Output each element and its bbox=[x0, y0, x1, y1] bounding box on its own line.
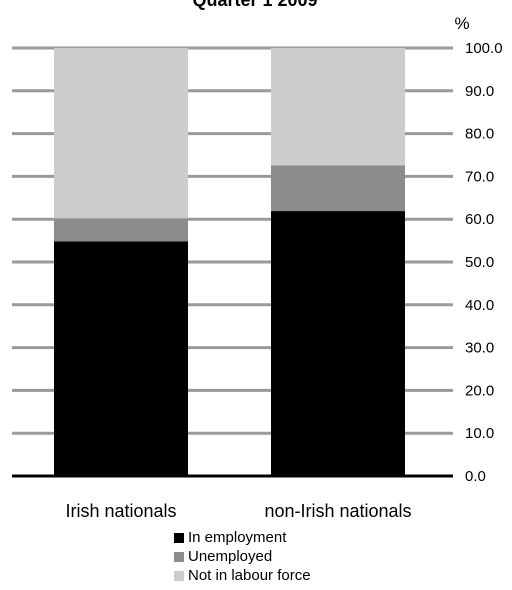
y-tick-label: 20.0 bbox=[465, 382, 494, 399]
legend-item: In employment bbox=[174, 528, 311, 547]
y-axis-unit-label: % bbox=[454, 14, 469, 33]
x-category-label: non-Irish nationals bbox=[264, 501, 411, 521]
y-tick-label: 70.0 bbox=[465, 168, 494, 185]
y-tick-label: 10.0 bbox=[465, 425, 494, 442]
x-category-label: Irish nationals bbox=[65, 501, 176, 521]
legend-item: Not in labour force bbox=[174, 566, 311, 585]
bar-segment-in-employment-1 bbox=[54, 241, 188, 476]
y-tick-label: 50.0 bbox=[465, 254, 494, 271]
y-tick-label: 80.0 bbox=[465, 126, 494, 143]
y-tick-label: 40.0 bbox=[465, 297, 494, 314]
bars bbox=[54, 48, 405, 476]
y-tick-label: 90.0 bbox=[465, 83, 494, 100]
chart-title: Quarter 1 2009 bbox=[192, 0, 317, 10]
y-axis-ticks: 0.0 10.0 20.0 30.0 40.0 50.0 60.0 70.0 80.0 90.0 1… bbox=[465, 40, 503, 485]
bar-segment-not-in-labour-force-1 bbox=[54, 48, 188, 219]
legend-label: Unemployed bbox=[188, 548, 273, 565]
y-tick-label: 30.0 bbox=[465, 340, 494, 357]
y-tick-label: 0.0 bbox=[465, 468, 486, 485]
legend-swatch bbox=[174, 532, 184, 543]
bar-segment-in-employment-2 bbox=[271, 211, 405, 476]
bar-segment-not-in-labour-force-2 bbox=[271, 48, 405, 166]
legend: In employment Unemployed Not in labour for… bbox=[174, 528, 311, 585]
legend-swatch bbox=[174, 551, 184, 562]
x-axis-labels: Irish nationals non-Irish nationals bbox=[65, 501, 411, 521]
legend-label: In employment bbox=[188, 529, 287, 546]
bar-segment-unemployed-2 bbox=[271, 165, 405, 212]
bar-segment-unemployed-1 bbox=[54, 218, 188, 242]
legend-swatch bbox=[174, 570, 184, 581]
legend-label: Not in labour force bbox=[188, 567, 311, 584]
legend-item: Unemployed bbox=[174, 547, 311, 566]
y-tick-label: 100.0 bbox=[465, 40, 503, 57]
y-tick-label: 60.0 bbox=[465, 211, 494, 228]
